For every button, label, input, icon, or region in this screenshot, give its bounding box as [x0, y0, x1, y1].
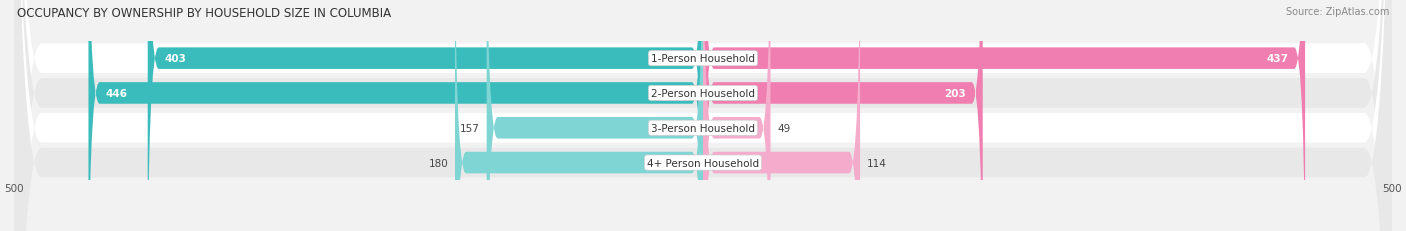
FancyBboxPatch shape	[89, 0, 703, 231]
FancyBboxPatch shape	[703, 0, 1305, 231]
Text: 3-Person Household: 3-Person Household	[651, 123, 755, 133]
Text: 446: 446	[105, 88, 127, 99]
Text: 2-Person Household: 2-Person Household	[651, 88, 755, 99]
Text: OCCUPANCY BY OWNERSHIP BY HOUSEHOLD SIZE IN COLUMBIA: OCCUPANCY BY OWNERSHIP BY HOUSEHOLD SIZE…	[17, 7, 391, 20]
FancyBboxPatch shape	[703, 0, 983, 231]
Text: 49: 49	[778, 123, 790, 133]
FancyBboxPatch shape	[14, 0, 1392, 231]
FancyBboxPatch shape	[14, 0, 1392, 231]
Text: 114: 114	[868, 158, 887, 168]
Text: 4+ Person Household: 4+ Person Household	[647, 158, 759, 168]
FancyBboxPatch shape	[14, 0, 1392, 231]
Text: 403: 403	[165, 54, 186, 64]
Text: 437: 437	[1267, 54, 1289, 64]
FancyBboxPatch shape	[703, 0, 860, 231]
Text: 157: 157	[460, 123, 479, 133]
FancyBboxPatch shape	[14, 0, 1392, 231]
FancyBboxPatch shape	[148, 0, 703, 231]
FancyBboxPatch shape	[703, 0, 770, 231]
Text: Source: ZipAtlas.com: Source: ZipAtlas.com	[1285, 7, 1389, 17]
Text: 1-Person Household: 1-Person Household	[651, 54, 755, 64]
Text: 180: 180	[429, 158, 449, 168]
FancyBboxPatch shape	[456, 0, 703, 231]
Text: 203: 203	[945, 88, 966, 99]
FancyBboxPatch shape	[486, 0, 703, 231]
